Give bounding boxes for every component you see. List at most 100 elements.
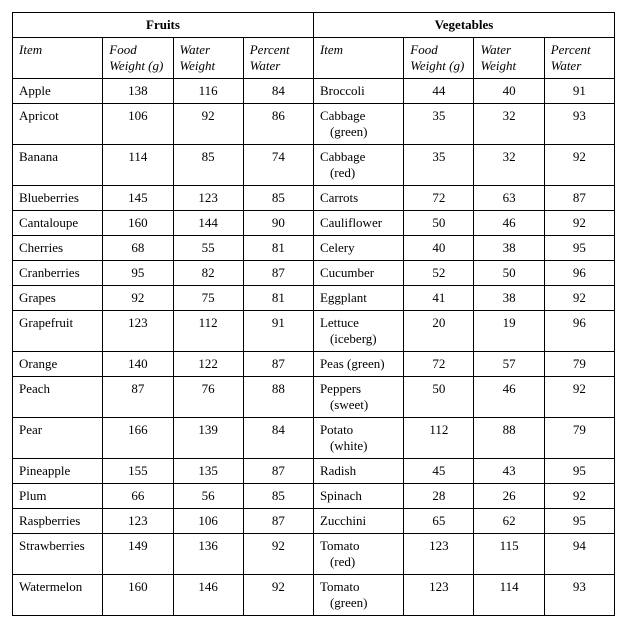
fruit-item: Watermelon: [13, 575, 103, 616]
fruit-percent-water: 87: [243, 261, 313, 286]
vegetable-percent-water: 92: [544, 286, 614, 311]
col-food-weight-left: Food Weight (g): [103, 38, 173, 79]
vegetable-item: Cauliflower: [313, 211, 403, 236]
vegetable-water-weight: 38: [474, 236, 544, 261]
table-row: Cranberries958287Cucumber525096: [13, 261, 615, 286]
fruit-item: Cantaloupe: [13, 211, 103, 236]
fruit-water-weight: 122: [173, 352, 243, 377]
fruit-food-weight: 68: [103, 236, 173, 261]
table-row: Raspberries12310687Zucchini656295: [13, 509, 615, 534]
vegetable-percent-water: 94: [544, 534, 614, 575]
fruit-percent-water: 88: [243, 377, 313, 418]
fruit-item: Raspberries: [13, 509, 103, 534]
vegetable-water-weight: 40: [474, 79, 544, 104]
fruit-water-weight: 76: [173, 377, 243, 418]
column-header-row: Item Food Weight (g) Water Weight Percen…: [13, 38, 615, 79]
fruit-percent-water: 87: [243, 352, 313, 377]
vegetable-food-weight: 72: [404, 186, 474, 211]
fruit-percent-water: 87: [243, 459, 313, 484]
fruit-food-weight: 149: [103, 534, 173, 575]
vegetable-food-weight: 123: [404, 575, 474, 616]
fruit-item: Apple: [13, 79, 103, 104]
vegetable-food-weight: 50: [404, 377, 474, 418]
vegetable-percent-water: 92: [544, 211, 614, 236]
fruit-food-weight: 160: [103, 575, 173, 616]
table-row: Cherries685581Celery403895: [13, 236, 615, 261]
section-header-row: Fruits Vegetables: [13, 13, 615, 38]
fruit-food-weight: 66: [103, 484, 173, 509]
vegetable-item: Cucumber: [313, 261, 403, 286]
vegetable-item: Radish: [313, 459, 403, 484]
vegetable-percent-water: 96: [544, 311, 614, 352]
vegetable-item: Eggplant: [313, 286, 403, 311]
fruit-water-weight: 106: [173, 509, 243, 534]
fruit-water-weight: 92: [173, 104, 243, 145]
table-row: Grapefruit12311291Lettuce(iceberg)201996: [13, 311, 615, 352]
vegetable-food-weight: 35: [404, 145, 474, 186]
fruit-percent-water: 91: [243, 311, 313, 352]
fruit-food-weight: 95: [103, 261, 173, 286]
vegetable-food-weight: 35: [404, 104, 474, 145]
vegetable-percent-water: 92: [544, 145, 614, 186]
fruit-percent-water: 81: [243, 236, 313, 261]
vegetable-percent-water: 95: [544, 236, 614, 261]
fruit-percent-water: 92: [243, 575, 313, 616]
fruit-food-weight: 166: [103, 418, 173, 459]
fruit-item: Orange: [13, 352, 103, 377]
vegetable-item: Celery: [313, 236, 403, 261]
fruit-food-weight: 145: [103, 186, 173, 211]
vegetable-water-weight: 46: [474, 377, 544, 418]
vegetable-food-weight: 112: [404, 418, 474, 459]
table-body: Apple13811684Broccoli444091Apricot106928…: [13, 79, 615, 616]
vegetable-percent-water: 96: [544, 261, 614, 286]
vegetable-food-weight: 52: [404, 261, 474, 286]
vegetable-item: Tomato(red): [313, 534, 403, 575]
fruit-water-weight: 139: [173, 418, 243, 459]
vegetable-water-weight: 38: [474, 286, 544, 311]
table-row: Banana1148574Cabbage(red)353292: [13, 145, 615, 186]
fruit-percent-water: 86: [243, 104, 313, 145]
vegetable-food-weight: 45: [404, 459, 474, 484]
vegetable-water-weight: 57: [474, 352, 544, 377]
col-item-left: Item: [13, 38, 103, 79]
fruit-item: Cranberries: [13, 261, 103, 286]
vegetable-water-weight: 88: [474, 418, 544, 459]
col-item-right: Item: [313, 38, 403, 79]
fruits-section-header: Fruits: [13, 13, 314, 38]
vegetable-percent-water: 87: [544, 186, 614, 211]
col-percent-water-left: Percent Water: [243, 38, 313, 79]
vegetable-item: Potato(white): [313, 418, 403, 459]
table-row: Pear16613984Potato(white)1128879: [13, 418, 615, 459]
fruit-water-weight: 85: [173, 145, 243, 186]
fruit-food-weight: 114: [103, 145, 173, 186]
vegetable-percent-water: 95: [544, 509, 614, 534]
fruit-food-weight: 138: [103, 79, 173, 104]
fruit-food-weight: 106: [103, 104, 173, 145]
fruit-water-weight: 55: [173, 236, 243, 261]
table-row: Blueberries14512385Carrots726387: [13, 186, 615, 211]
fruit-percent-water: 90: [243, 211, 313, 236]
fruit-food-weight: 160: [103, 211, 173, 236]
vegetables-section-header: Vegetables: [313, 13, 614, 38]
fruit-item: Plum: [13, 484, 103, 509]
fruit-item: Grapes: [13, 286, 103, 311]
vegetable-food-weight: 123: [404, 534, 474, 575]
fruit-water-weight: 123: [173, 186, 243, 211]
vegetable-item: Zucchini: [313, 509, 403, 534]
table-row: Pineapple15513587Radish454395: [13, 459, 615, 484]
fruit-item: Cherries: [13, 236, 103, 261]
vegetable-item: Broccoli: [313, 79, 403, 104]
col-water-weight-right: Water Weight: [474, 38, 544, 79]
fruit-food-weight: 155: [103, 459, 173, 484]
fruit-item: Peach: [13, 377, 103, 418]
vegetable-food-weight: 65: [404, 509, 474, 534]
water-content-table: Fruits Vegetables Item Food Weight (g) W…: [12, 12, 615, 616]
fruit-food-weight: 123: [103, 509, 173, 534]
vegetable-water-weight: 63: [474, 186, 544, 211]
vegetable-water-weight: 115: [474, 534, 544, 575]
fruit-food-weight: 87: [103, 377, 173, 418]
fruit-percent-water: 85: [243, 484, 313, 509]
vegetable-percent-water: 95: [544, 459, 614, 484]
fruit-item: Apricot: [13, 104, 103, 145]
vegetable-percent-water: 92: [544, 377, 614, 418]
